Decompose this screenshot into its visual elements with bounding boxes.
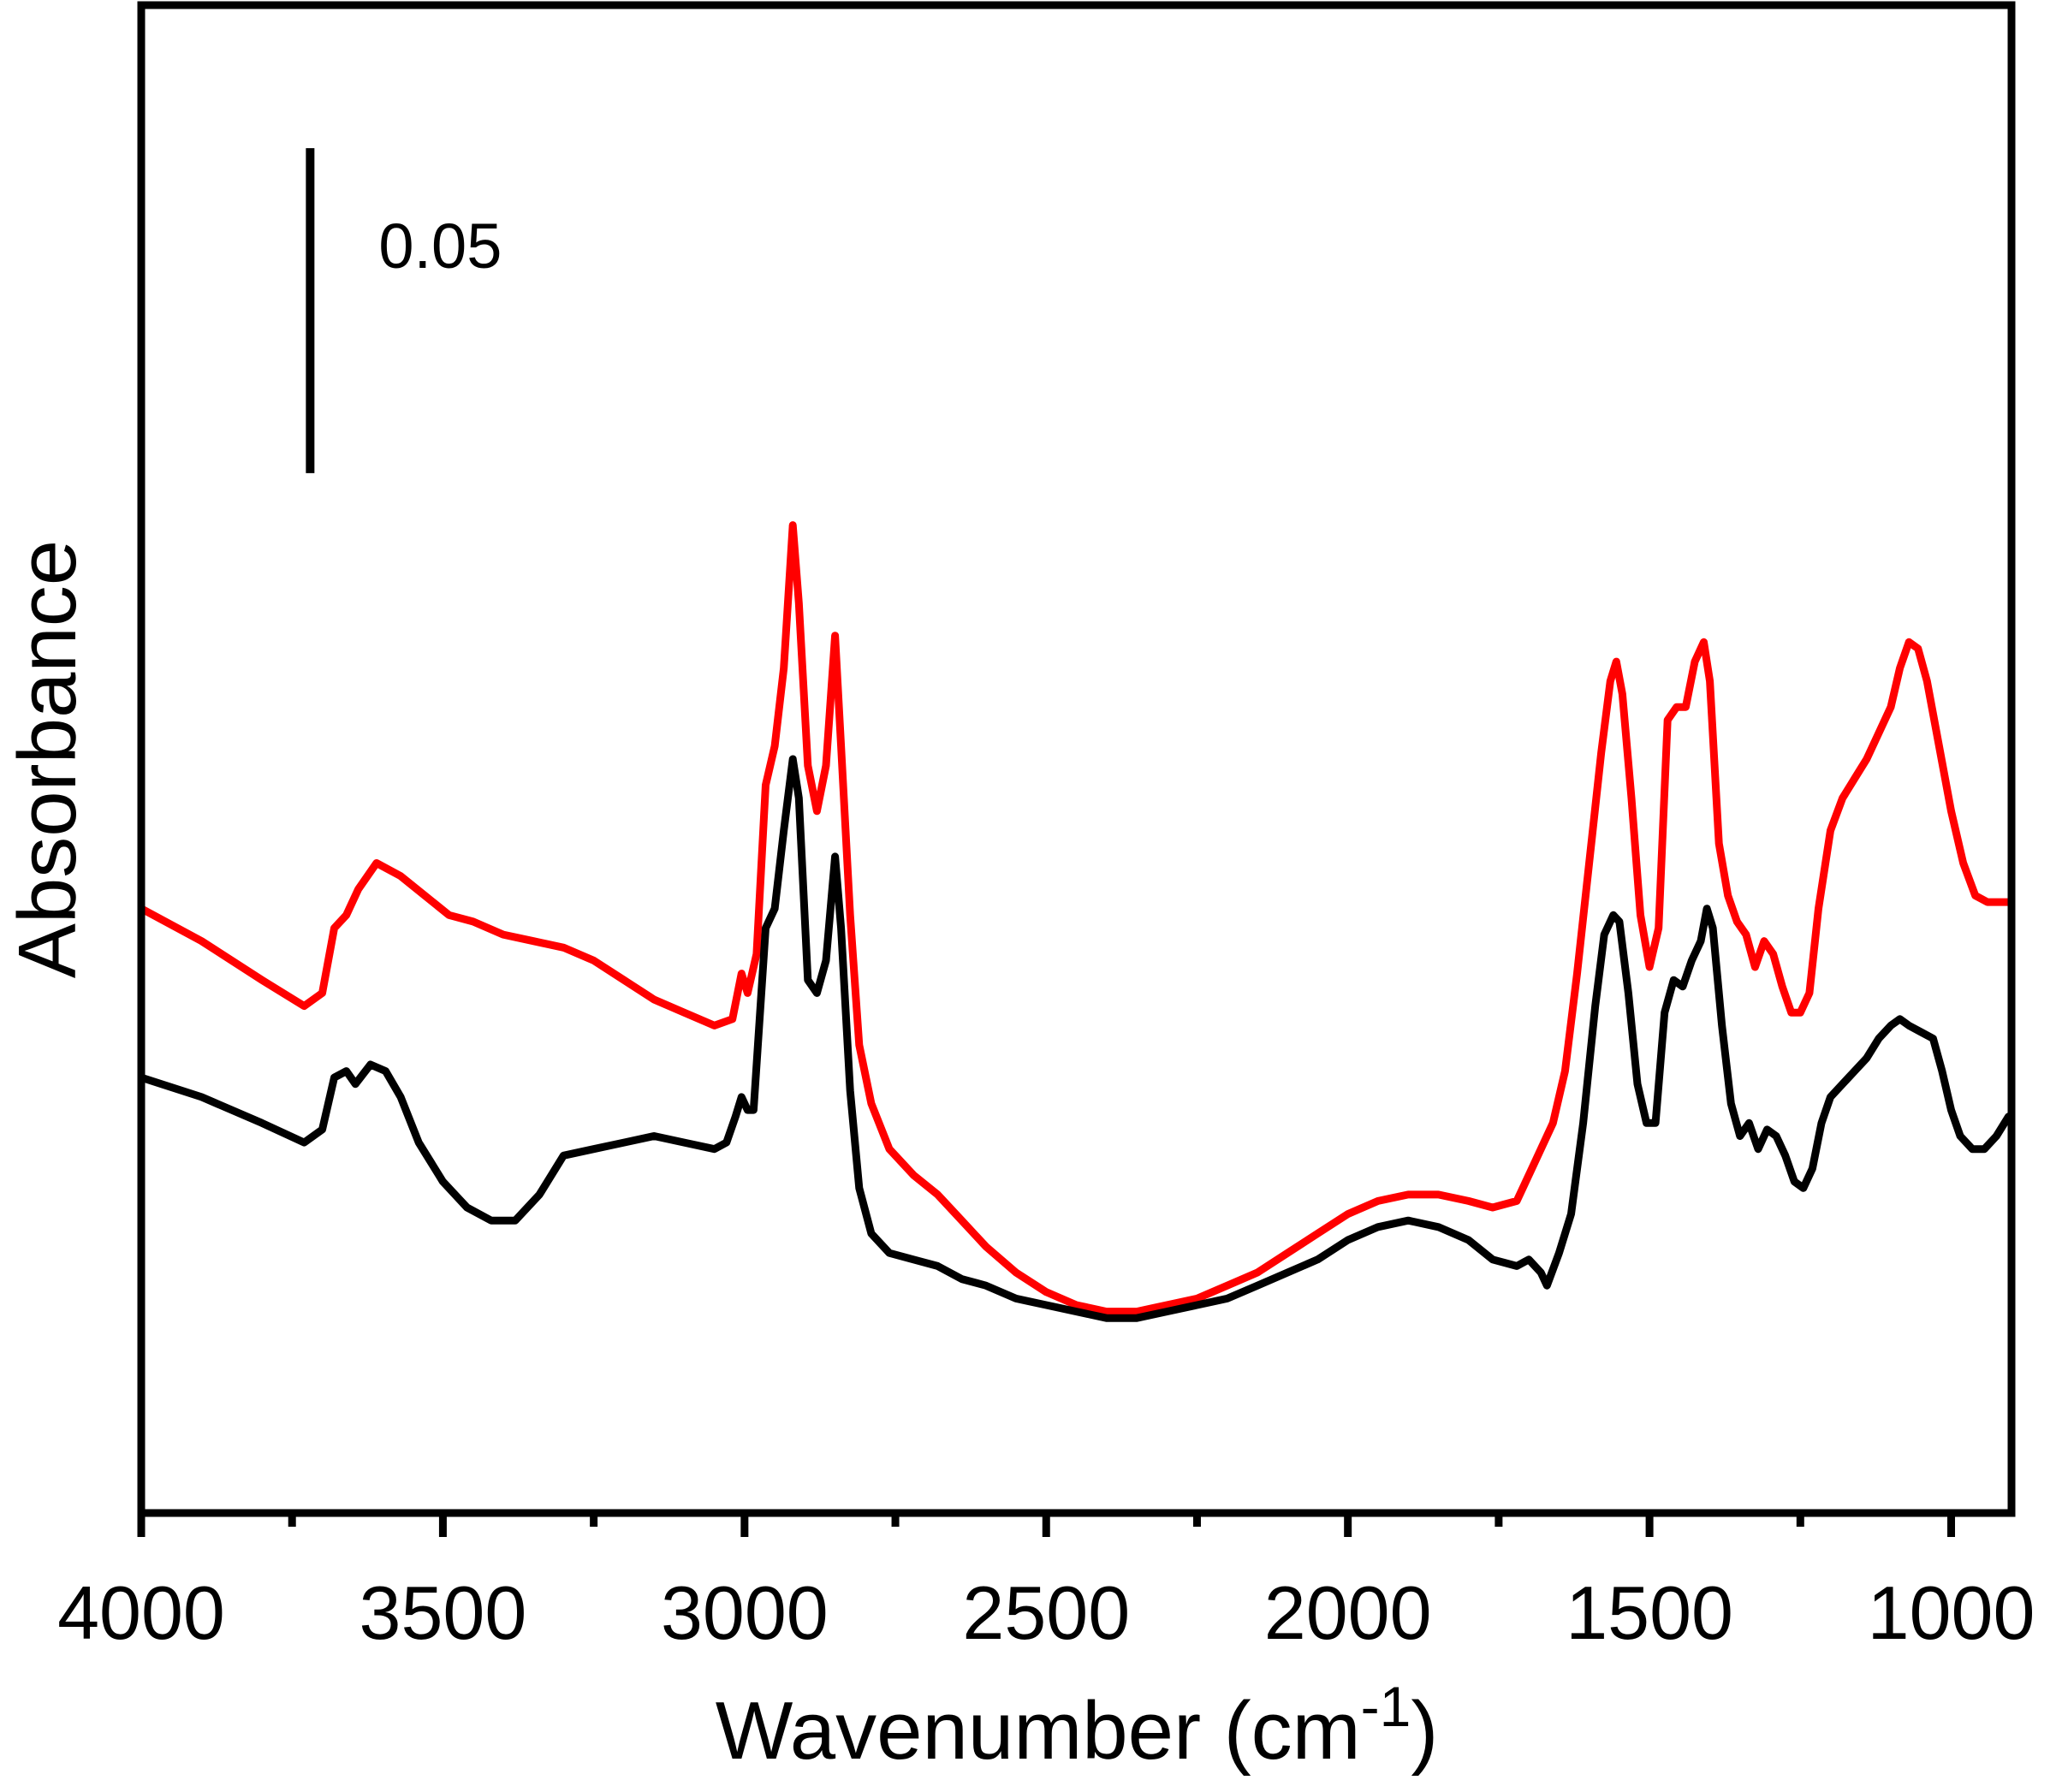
x-axis-title: Wavenumber (cm-1) [716,1675,1439,1777]
x-axis-title-close: ) [1411,1685,1438,1777]
y-axis-title: Absorbance [2,540,93,978]
series-line-2 [137,755,2012,1322]
x-tick-label: 2500 [962,1570,1130,1655]
x-tick-label: 1000 [1868,1570,2035,1655]
plot-frame [137,1,2016,1517]
x-tick-label: 3000 [661,1570,829,1655]
x-axis-title-main: Wavenumber (cm [716,1685,1361,1777]
x-axis-ticks: 4000 3500 3000 2500 2000 1500 1000 [57,1513,2035,1655]
series-layer [137,521,2012,1322]
x-tick-label: 2000 [1264,1570,1432,1655]
scale-bar: 0.05 [306,148,502,473]
x-tick-label: 4000 [57,1570,225,1655]
series-line-1 [137,521,2012,1316]
x-tick-label: 3500 [360,1570,527,1655]
scale-bar-label: 0.05 [378,211,502,282]
x-tick-label: 1500 [1566,1570,1733,1655]
x-axis-title-superscript: -1 [1361,1675,1411,1738]
